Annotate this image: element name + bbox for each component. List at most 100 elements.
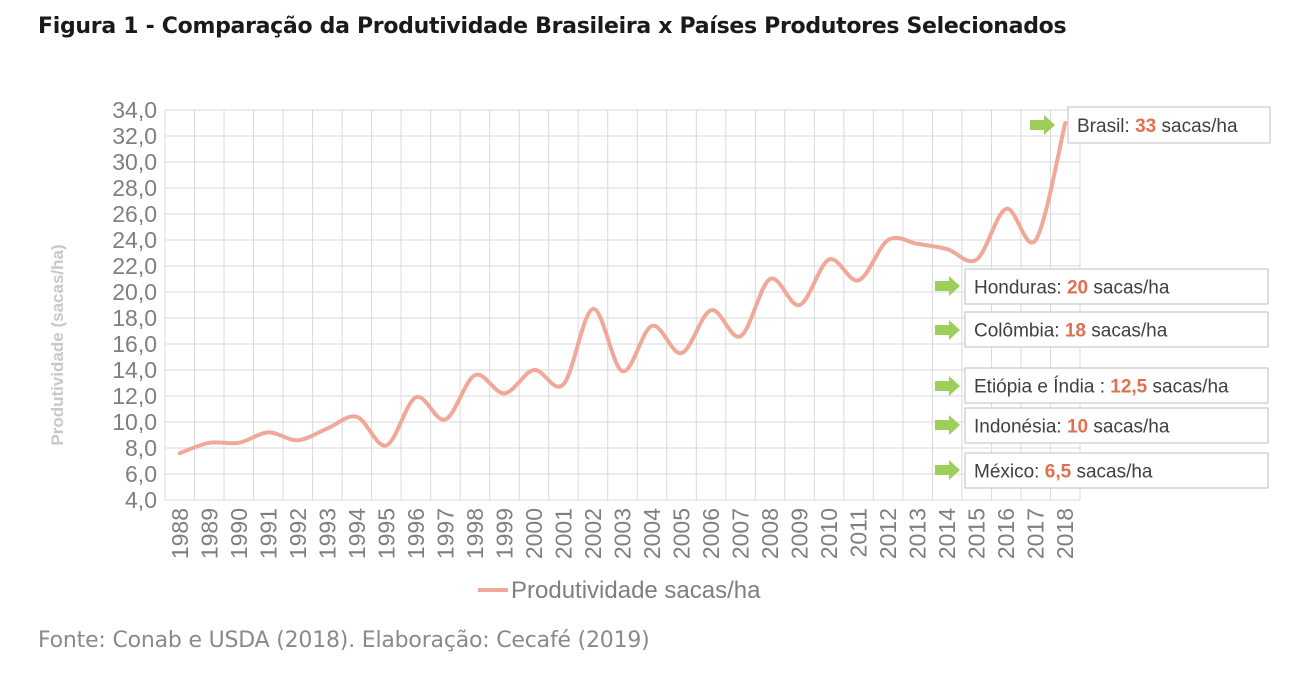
data-point [975, 258, 979, 261]
data-point [355, 415, 359, 419]
data-point [680, 351, 684, 355]
x-tick-label: 1992 [285, 508, 311, 559]
x-tick-label: 1998 [462, 508, 488, 559]
data-point [945, 247, 949, 251]
x-tick-label: 1996 [403, 508, 429, 559]
annotation-text: Indonésia: 10 sacas/ha [974, 417, 1170, 438]
x-tick-label: 2014 [934, 508, 960, 559]
data-point [414, 395, 418, 399]
annotation-unit: sacas/ha [1086, 321, 1168, 342]
x-tick-label: 2004 [639, 508, 665, 559]
y-tick-label: 30,0 [112, 149, 157, 175]
data-point [473, 373, 477, 377]
annotation-unit: sacas/ha [1088, 417, 1170, 438]
data-point [857, 278, 861, 282]
annotation-callout: Honduras: 20 sacas/ha [935, 268, 1269, 305]
x-tick-label: 2011 [846, 508, 872, 557]
y-tick-label: 20,0 [112, 279, 157, 305]
annotation-value: 18 [1065, 321, 1086, 342]
data-point [591, 307, 595, 311]
x-tick-label: 2008 [757, 508, 783, 559]
y-tick-label: 24,0 [112, 227, 157, 253]
x-tick-label: 2010 [816, 508, 842, 559]
data-point [916, 242, 920, 246]
x-tick-label: 1999 [491, 508, 517, 559]
data-point [532, 368, 536, 372]
annotations: Brasil: 33 sacas/ha Honduras: 20 sacas/ha… [935, 106, 1271, 489]
annotation-name: Indonésia: [974, 417, 1067, 438]
y-axis-label: Produtividade (sacas/ha) [48, 244, 67, 445]
annotation-name: Etiópia e Índia : [974, 377, 1110, 398]
data-point [384, 443, 388, 447]
x-tick-label: 2005 [669, 508, 695, 559]
annotation-box [1067, 106, 1271, 144]
x-tick-label: 2013 [905, 508, 931, 559]
data-point [886, 238, 890, 242]
x-tick-label: 2012 [875, 508, 901, 559]
x-tick-label: 1991 [255, 508, 281, 559]
x-tick-label: 1994 [344, 508, 370, 559]
series-line [177, 121, 1068, 456]
annotation-text: Brasil: 33 sacas/ha [1077, 116, 1238, 137]
data-point [207, 441, 211, 445]
annotation-callout: Etiópia e Índia : 12,5 sacas/ha [935, 367, 1269, 404]
x-tick-label: 2001 [550, 508, 576, 559]
data-point [237, 441, 241, 445]
x-tick-label: 1989 [196, 508, 222, 559]
annotation-text: México: 6,5 sacas/ha [974, 462, 1153, 483]
source-note: Fonte: Conab e USDA (2018). Elaboração: … [38, 628, 650, 653]
annotation-callout: Indonésia: 10 sacas/ha [935, 407, 1269, 444]
arrow-icon [935, 376, 960, 396]
y-axis: 4,06,08,010,012,014,016,018,020,022,024,… [112, 97, 157, 513]
data-points [178, 121, 1067, 455]
arrow-icon [935, 276, 960, 296]
data-point [443, 417, 447, 421]
data-point [621, 369, 624, 373]
annotation-text: Etiópia e Índia : 12,5 sacas/ha [974, 377, 1229, 398]
y-tick-label: 4,0 [125, 487, 157, 513]
arrow-icon [935, 460, 960, 480]
grid [164, 109, 1081, 501]
x-tick-label: 2016 [993, 508, 1019, 559]
annotation-value: 10 [1067, 417, 1088, 438]
y-tick-label: 22,0 [112, 253, 157, 279]
y-tick-label: 34,0 [112, 97, 157, 123]
annotation-unit: sacas/ha [1147, 377, 1229, 398]
annotation-text: Colômbia: 18 sacas/ha [974, 321, 1168, 342]
data-point [266, 430, 270, 434]
x-tick-label: 2000 [521, 508, 547, 559]
data-point [1004, 207, 1008, 211]
annotation-unit: sacas/ha [1071, 462, 1153, 483]
annotation-callout: México: 6,5 sacas/ha [935, 452, 1269, 489]
data-point [561, 382, 565, 386]
annotation-callout: Brasil: 33 sacas/ha [1030, 106, 1271, 144]
arrow-icon [935, 320, 960, 340]
y-tick-label: 16,0 [112, 331, 157, 357]
annotation-unit: sacas/ha [1156, 116, 1238, 137]
annotation-name: México: [974, 462, 1045, 483]
x-tick-label: 2007 [728, 508, 754, 559]
x-tick-label: 2017 [1023, 508, 1049, 559]
y-tick-label: 28,0 [112, 175, 157, 201]
annotation-box [964, 311, 1269, 348]
y-tick-label: 8,0 [125, 435, 157, 461]
x-tick-label: 2003 [610, 508, 636, 559]
y-tick-label: 10,0 [112, 409, 157, 435]
y-tick-label: 18,0 [112, 305, 157, 331]
arrow-icon [935, 415, 960, 435]
data-point [1034, 238, 1038, 242]
y-tick-label: 6,0 [125, 461, 157, 487]
data-point [768, 277, 772, 281]
annotation-value: 20 [1067, 278, 1088, 299]
data-point [325, 427, 329, 430]
annotation-box [964, 407, 1269, 444]
annotation-box [964, 452, 1269, 489]
annotation-unit: sacas/ha [1088, 278, 1170, 299]
annotation-text: Honduras: 20 sacas/ha [974, 278, 1170, 299]
data-point [650, 324, 654, 328]
annotation-box [964, 268, 1269, 305]
y-tick-label: 14,0 [112, 357, 157, 383]
data-point [502, 391, 506, 395]
annotation-value: 6,5 [1045, 462, 1072, 483]
